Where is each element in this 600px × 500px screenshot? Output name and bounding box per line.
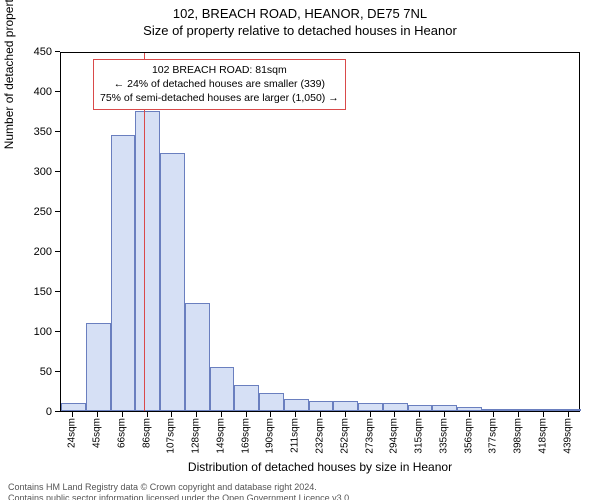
histogram-bar [408, 405, 433, 411]
x-tick-label: 232sqm [315, 418, 326, 454]
x-tick-mark [122, 412, 123, 417]
x-tick-label: 107sqm [166, 418, 177, 454]
histogram-bar [333, 401, 358, 411]
y-tick-label: 200 [34, 246, 52, 258]
y-tick-label: 450 [34, 46, 52, 58]
y-tick-label: 300 [34, 166, 52, 178]
callout-line-2: ← 24% of detached houses are smaller (33… [100, 77, 339, 91]
x-tick-label: 398sqm [513, 418, 524, 454]
x-tick-mark [221, 412, 222, 417]
x-tick-label: 169sqm [240, 418, 251, 454]
x-tick-mark [444, 412, 445, 417]
footer-line-1: Contains HM Land Registry data © Crown c… [8, 482, 352, 493]
x-axis-label: Distribution of detached houses by size … [60, 460, 580, 474]
x-tick-label: 252sqm [339, 418, 350, 454]
y-tick-label: 400 [34, 86, 52, 98]
x-tick-label: 45sqm [92, 418, 103, 448]
histogram-bar [507, 409, 532, 411]
x-tick-mark [171, 412, 172, 417]
histogram-bar [531, 409, 556, 411]
x-tick-label: 356sqm [463, 418, 474, 454]
x-tick-label: 439sqm [562, 418, 573, 454]
x-tick-mark [419, 412, 420, 417]
callout-line-1: 102 BREACH ROAD: 81sqm [100, 63, 339, 77]
footer-attribution: Contains HM Land Registry data © Crown c… [8, 482, 352, 500]
chart-title: 102, BREACH ROAD, HEANOR, DE75 7NL [0, 6, 600, 21]
x-tick-mark [270, 412, 271, 417]
x-tick-label: 128sqm [191, 418, 202, 454]
x-tick-mark [518, 412, 519, 417]
y-tick-label: 350 [34, 126, 52, 138]
histogram-bar [210, 367, 235, 411]
x-tick-mark [295, 412, 296, 417]
histogram-bar [284, 399, 309, 411]
y-tick-label: 50 [40, 366, 52, 378]
y-tick-label: 150 [34, 286, 52, 298]
histogram-bar [234, 385, 259, 411]
x-tick-mark [97, 412, 98, 417]
x-tick-mark [196, 412, 197, 417]
histogram-bar [383, 403, 408, 411]
x-tick-label: 418sqm [537, 418, 548, 454]
histogram-bar [61, 403, 86, 411]
histogram-bar [556, 409, 581, 411]
x-tick-mark [320, 412, 321, 417]
x-tick-mark [543, 412, 544, 417]
y-tick-label: 250 [34, 206, 52, 218]
y-tick-label: 100 [34, 326, 52, 338]
histogram-bar [432, 405, 457, 411]
footer-line-2: Contains public sector information licen… [8, 493, 352, 500]
histogram-bar [111, 135, 136, 411]
x-tick-label: 66sqm [116, 418, 127, 448]
x-tick-mark [345, 412, 346, 417]
x-tick-label: 211sqm [290, 418, 301, 453]
histogram-bar [358, 403, 383, 411]
histogram-bar [457, 407, 482, 411]
x-tick-mark [394, 412, 395, 417]
x-tick-label: 149sqm [215, 418, 226, 454]
x-tick-mark [72, 412, 73, 417]
histogram-bar [309, 401, 334, 411]
x-tick-label: 86sqm [141, 418, 152, 448]
callout-box: 102 BREACH ROAD: 81sqm ← 24% of detached… [93, 59, 346, 110]
x-tick-label: 315sqm [414, 418, 425, 454]
x-tick-mark [493, 412, 494, 417]
x-tick-mark [246, 412, 247, 417]
x-tick-label: 294sqm [389, 418, 400, 454]
x-tick-label: 335sqm [438, 418, 449, 454]
histogram-bar [135, 111, 160, 411]
histogram-bar [259, 393, 284, 411]
x-tick-mark [469, 412, 470, 417]
callout-line-3: 75% of semi-detached houses are larger (… [100, 91, 339, 105]
x-tick-mark [370, 412, 371, 417]
x-tick-mark [147, 412, 148, 417]
histogram-bar [160, 153, 185, 411]
x-tick-label: 377sqm [488, 418, 499, 454]
x-tick-label: 24sqm [67, 418, 78, 448]
histogram-bar [482, 409, 507, 411]
histogram-bar [185, 303, 210, 411]
chart-subtitle: Size of property relative to detached ho… [0, 23, 600, 38]
x-tick-label: 273sqm [364, 418, 375, 454]
x-tick-mark [568, 412, 569, 417]
x-tick-label: 190sqm [265, 418, 276, 454]
histogram-bar [86, 323, 111, 411]
y-tick-label: 0 [46, 406, 52, 418]
plot-area: 102 BREACH ROAD: 81sqm ← 24% of detached… [60, 52, 580, 412]
y-axis: 050100150200250300350400450 [0, 52, 60, 412]
